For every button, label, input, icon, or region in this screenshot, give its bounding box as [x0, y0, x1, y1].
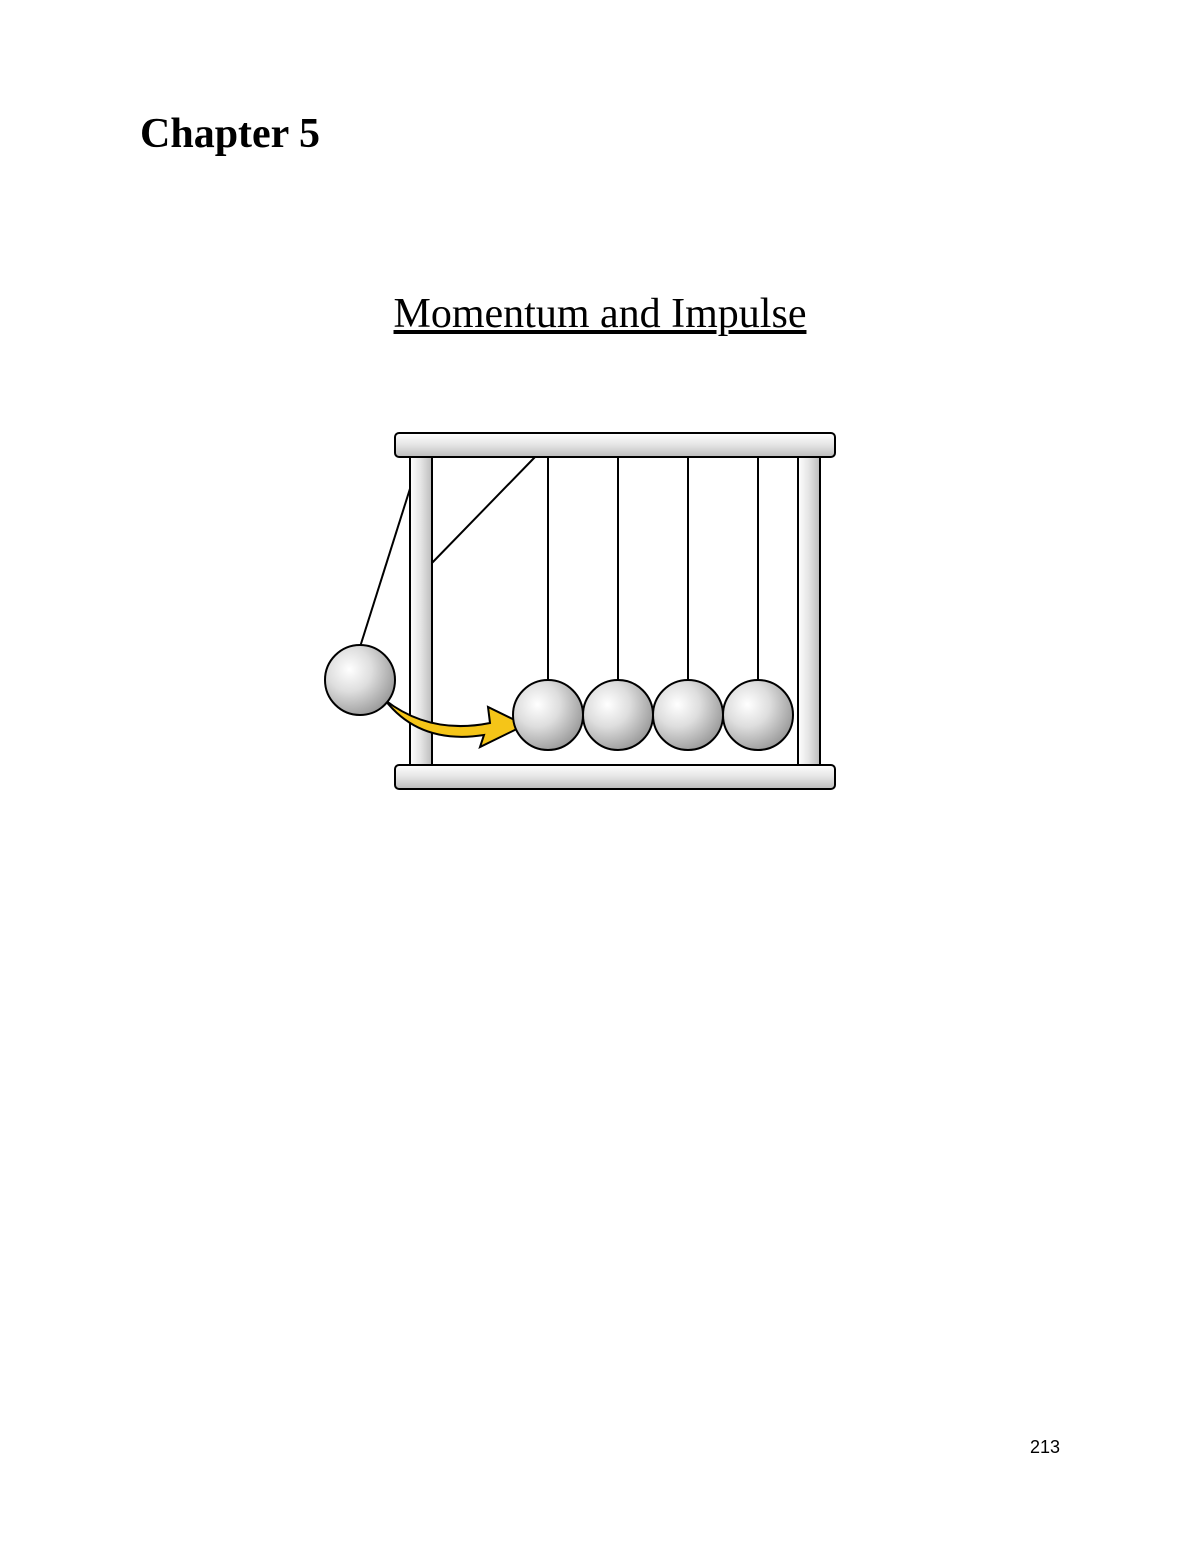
chapter-title: Momentum and Impulse: [0, 290, 1200, 338]
newtons-cradle-diagram: [300, 415, 900, 815]
chapter-heading: Chapter 5: [140, 110, 320, 158]
ball-1-swung: [325, 645, 395, 715]
frame-right-post: [798, 435, 820, 785]
frame-bottom-bar: [395, 765, 835, 789]
frame-top-bar: [395, 433, 835, 457]
page-number: 213: [1030, 1437, 1060, 1458]
motion-arrow-icon: [385, 700, 525, 747]
ball-3: [583, 680, 653, 750]
ball-4: [653, 680, 723, 750]
diagonal-brace: [430, 457, 535, 565]
newtons-cradle-svg: [300, 415, 900, 815]
ball-2: [513, 680, 583, 750]
ball-5: [723, 680, 793, 750]
